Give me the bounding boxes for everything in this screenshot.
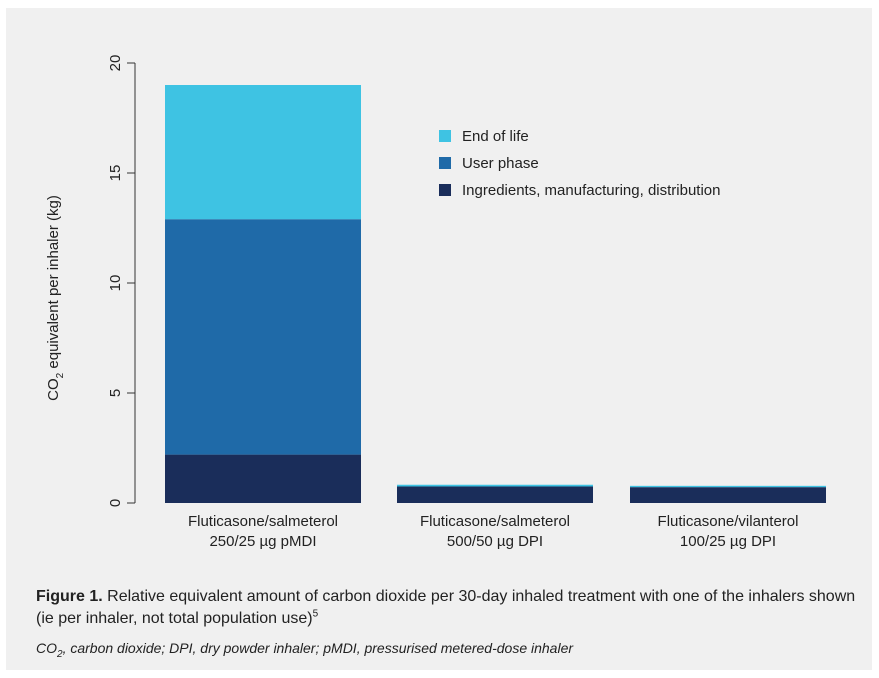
y-tick-label: 10 [107, 275, 124, 292]
caption-text: Relative equivalent amount of carbon dio… [36, 588, 856, 627]
category-label: Fluticasone/salmeterol [420, 513, 570, 530]
chart: 0 5 10 15 20 Fluticasone/salmeterol 250/25 µg… [45, 55, 826, 550]
y-tick-label: 0 [107, 499, 124, 507]
bar-segment [630, 485, 826, 488]
category-label: Fluticasone/vilanterol [658, 513, 799, 530]
legend-label: Ingredients, manufacturing, distribution [462, 182, 720, 199]
legend-label: End of life [462, 128, 529, 145]
y-axis-title-main: CO [45, 378, 62, 401]
bar-segment [397, 486, 593, 503]
footnote-sub: 2 [57, 648, 63, 660]
category-labels: Fluticasone/salmeterol 250/25 µg pMDI Flut… [188, 513, 798, 550]
y-axis-title: CO2 equivalent per inhaler (kg) [45, 195, 66, 401]
figure-panel: 0 5 10 15 20 Fluticasone/salmeterol 250/25 µg… [6, 8, 872, 670]
caption-reference: 5 [312, 608, 319, 620]
figure-footnote: CO2, carbon dioxide; DPI, dry powder inh… [36, 640, 856, 659]
y-tick-label: 20 [107, 55, 124, 72]
category-label: 500/50 µg DPI [447, 533, 543, 550]
bars [165, 85, 826, 503]
bar-segment [630, 487, 826, 503]
bar-segment [165, 454, 361, 503]
legend: End of life User phase Ingredients, manufa… [439, 128, 720, 199]
y-axis-title-rest: equivalent per inhaler (kg) [45, 195, 62, 373]
y-axis-title-sub: 2 [55, 372, 66, 378]
category-label: Fluticasone/salmeterol [188, 513, 338, 530]
legend-swatch [439, 184, 451, 196]
y-axis: 0 5 10 15 20 [107, 55, 136, 507]
bar-segment [165, 219, 361, 455]
legend-swatch [439, 157, 451, 169]
y-tick-label: 15 [107, 165, 124, 182]
category-label: 250/25 µg pMDI [209, 533, 316, 550]
bar-segment [165, 85, 361, 220]
legend-swatch [439, 130, 451, 142]
footnote-text: , carbon dioxide; DPI, dry powder inhale… [62, 640, 574, 656]
category-label: 100/25 µg DPI [680, 533, 776, 550]
bar-segment [397, 484, 593, 487]
figure-caption: Figure 1. Relative equivalent amount of … [36, 586, 856, 630]
y-tick-label: 5 [107, 389, 124, 397]
footnote-co: CO [36, 640, 57, 656]
figure-number: Figure 1. [36, 588, 103, 605]
legend-label: User phase [462, 155, 539, 172]
